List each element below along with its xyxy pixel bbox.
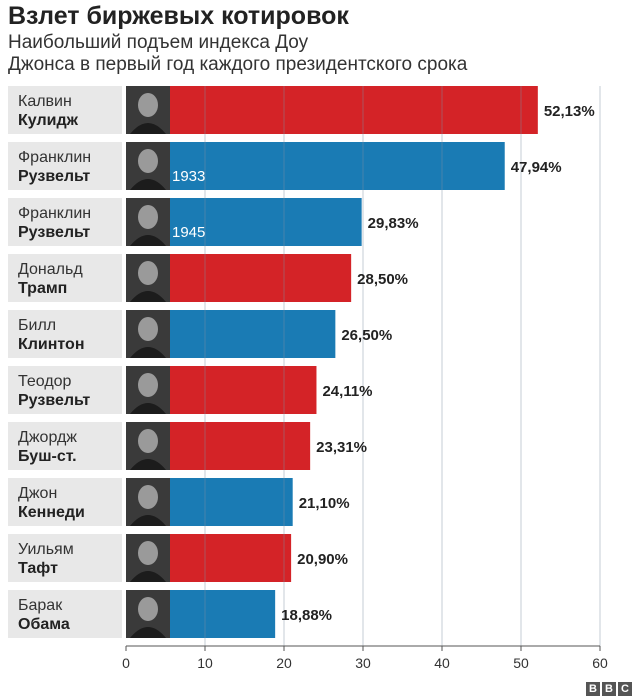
data-label: 24,11% [322, 383, 372, 400]
president-first-name: Калвин [18, 93, 72, 110]
portrait-photo [126, 254, 170, 302]
row-label-bg [8, 422, 122, 470]
portrait-head [138, 93, 158, 117]
data-label: 28,50% [357, 271, 408, 288]
president-last-name: Кеннеди [18, 504, 85, 521]
row-label-bg [8, 310, 122, 358]
president-first-name: Теодор [18, 373, 72, 390]
president-first-name: Джон [18, 485, 57, 502]
portrait-photo [126, 590, 170, 638]
portrait-shoulders [130, 627, 166, 638]
portrait-shoulders [130, 515, 166, 526]
x-tick-label: 50 [513, 655, 529, 671]
data-label: 21,10% [299, 495, 350, 512]
portrait-shoulders [130, 403, 166, 414]
portrait-shoulders [130, 235, 166, 246]
president-first-name: Дональд [18, 261, 83, 278]
row-label-bg [8, 366, 122, 414]
row-label-bg [8, 478, 122, 526]
president-last-name: Кулидж [18, 112, 79, 129]
portrait-head [138, 261, 158, 285]
x-tick-label: 10 [197, 655, 213, 671]
president-last-name: Обама [18, 616, 70, 633]
data-label: 18,88% [281, 607, 332, 624]
bars-group [8, 86, 538, 638]
data-label: 47,94% [511, 159, 562, 176]
president-first-name: Франклин [18, 149, 91, 166]
chart-title: Взлет биржевых котировок [8, 2, 349, 30]
row-label-bg [8, 86, 122, 134]
subtitle-line-2: Джонса в первый год каждого президентско… [8, 54, 468, 75]
president-first-name: Барак [18, 597, 63, 614]
portrait-shoulders [130, 291, 166, 302]
data-label: 23,31% [316, 439, 367, 456]
row-label-bg [8, 198, 122, 246]
data-label: 26,50% [341, 327, 392, 344]
portrait-head [138, 429, 158, 453]
president-first-name: Джордж [18, 429, 77, 446]
row-label-bg [8, 590, 122, 638]
portrait-shoulders [130, 571, 166, 582]
row-label-bg [8, 142, 122, 190]
term-year-label: 1945 [172, 224, 205, 241]
bar [126, 86, 538, 134]
x-tick-label: 60 [592, 655, 608, 671]
president-last-name: Клинтон [18, 336, 85, 353]
data-label: 20,90% [297, 551, 348, 568]
x-tick-label: 40 [434, 655, 450, 671]
portrait-head [138, 373, 158, 397]
x-tick-label: 30 [355, 655, 371, 671]
bbc-logo-letter: B [586, 682, 600, 696]
portrait-photo [126, 310, 170, 358]
portrait-head [138, 597, 158, 621]
portrait-shoulders [130, 179, 166, 190]
bar [126, 142, 505, 190]
bbc-logo: B B C [586, 682, 632, 696]
president-last-name: Рузвельт [18, 392, 90, 409]
portrait-photo [126, 534, 170, 582]
term-year-label: 1933 [172, 168, 205, 185]
president-last-name: Рузвельт [18, 168, 90, 185]
president-last-name: Буш-ст. [18, 448, 77, 465]
portrait-head [138, 485, 158, 509]
portrait-photo [126, 86, 170, 134]
bbc-logo-letter: C [618, 682, 632, 696]
portrait-photo [126, 198, 170, 246]
gridlines-group [125, 86, 601, 651]
data-label: 29,83% [368, 215, 419, 232]
portrait-shoulders [130, 123, 166, 134]
portrait-photo [126, 366, 170, 414]
chart-subtitle: Наибольший подъем индекса Доу Джонса в п… [8, 32, 467, 76]
president-last-name: Рузвельт [18, 224, 90, 241]
data-label: 52,13% [544, 103, 595, 120]
labels-group: Калвин Кулидж 52,13% Франклин Рузвельт 1933 47… [18, 93, 608, 671]
president-first-name: Билл [18, 317, 56, 334]
row-label-bg [8, 254, 122, 302]
portrait-photo [126, 422, 170, 470]
portrait-photo [126, 142, 170, 190]
x-tick-label: 0 [122, 655, 130, 671]
president-last-name: Тафт [18, 560, 58, 577]
subtitle-line-1: Наибольший подъем индекса Доу [8, 32, 309, 53]
x-tick-label: 20 [276, 655, 292, 671]
bbc-logo-letter: B [602, 682, 616, 696]
row-label-bg [8, 534, 122, 582]
portrait-head [138, 205, 158, 229]
portrait-head [138, 317, 158, 341]
portrait-shoulders [130, 347, 166, 358]
portrait-shoulders [130, 459, 166, 470]
portrait-head [138, 149, 158, 173]
president-last-name: Трамп [18, 280, 67, 297]
president-first-name: Франклин [18, 205, 91, 222]
president-first-name: Уильям [18, 541, 74, 558]
portrait-head [138, 541, 158, 565]
portrait-photo [126, 478, 170, 526]
